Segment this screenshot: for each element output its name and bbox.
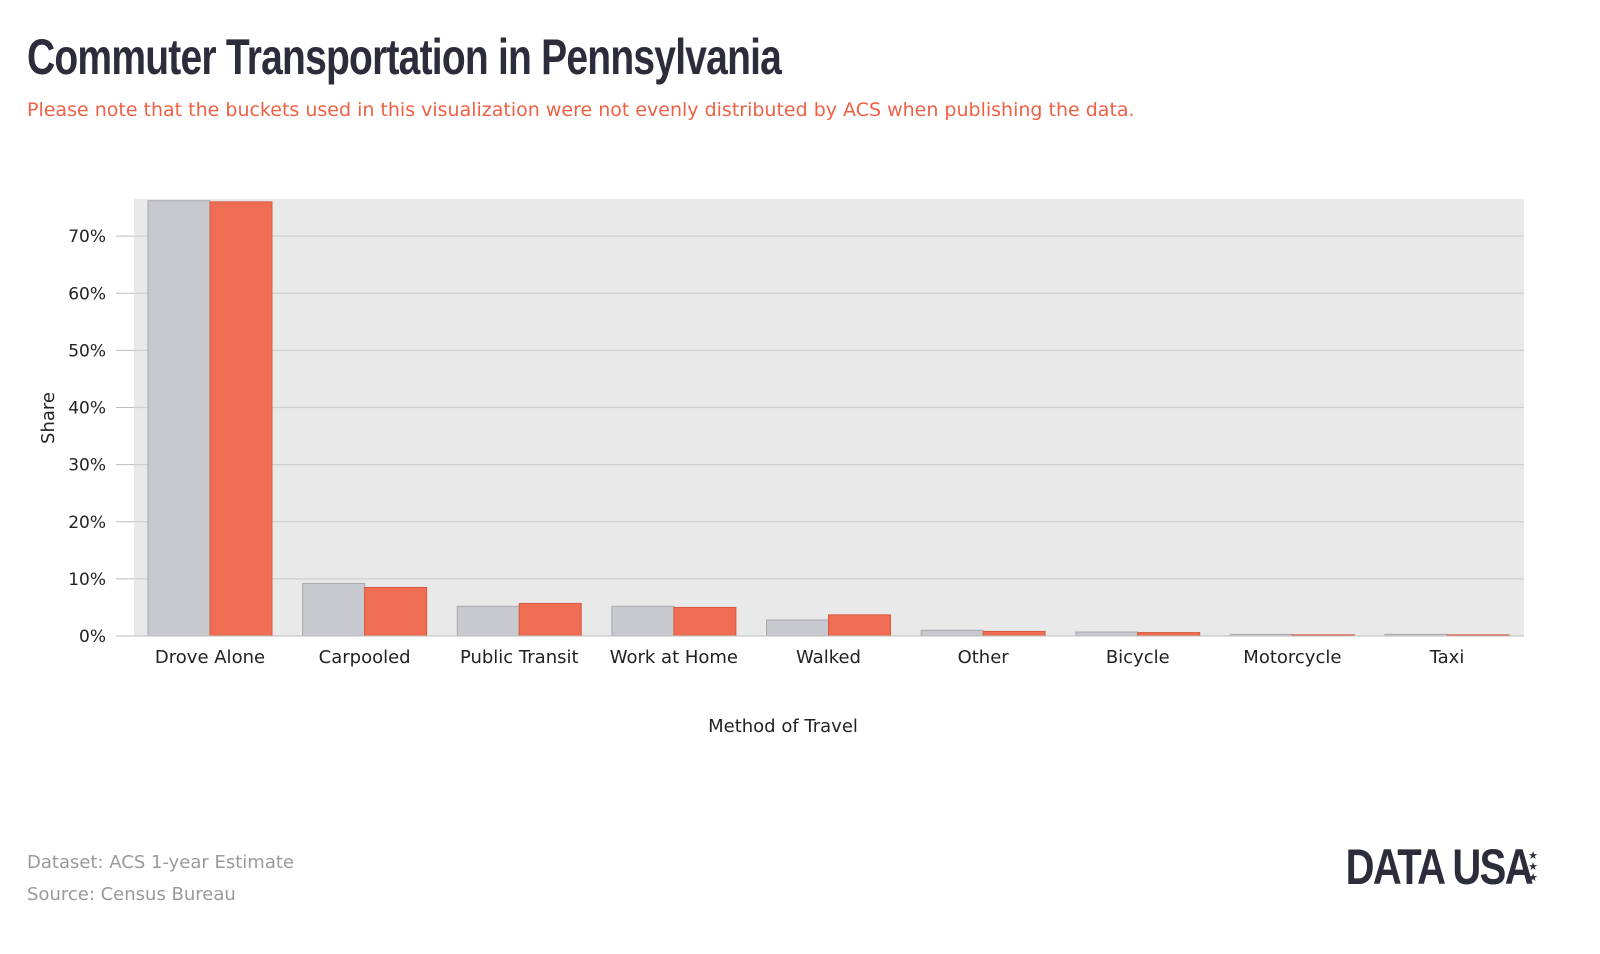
bar-public-transit-series-1[interactable] — [456, 605, 520, 637]
x-tick-label: Carpooled — [319, 647, 411, 668]
x-tick-label: Walked — [796, 647, 861, 668]
y-tick-label: 10% — [68, 570, 106, 590]
y-tick-label: 70% — [68, 227, 106, 247]
x-tick-label: Bicycle — [1106, 647, 1170, 668]
x-tick-label: Motorcycle — [1243, 647, 1341, 668]
y-axis-label: Share — [38, 392, 59, 444]
y-axis-ticks: 0% 10% 20% 30% 40% 50% 60% 70% — [68, 227, 134, 647]
dataset-note: Dataset: ACS 1-year Estimate — [27, 852, 295, 873]
x-tick-label: Public Transit — [460, 647, 579, 668]
datausa-logo[interactable]: DATA USA ★ ★ ★ — [1299, 838, 1538, 896]
x-tick-label: Drove Alone — [155, 647, 265, 668]
bar-chart: 0% 10% 20% 30% 40% 50% 60% 70% Drove Alone Carpo… — [38, 199, 1524, 737]
x-tick-label: Work at Home — [610, 647, 738, 668]
chart-subtitle: Please note that the buckets used in thi… — [27, 99, 1135, 121]
grid-lines — [134, 235, 1524, 580]
bar-walked-series-1[interactable] — [766, 619, 829, 637]
bar-drove-alone-series-2[interactable] — [209, 201, 273, 637]
bar-work-at-home-series-1[interactable] — [611, 605, 675, 637]
bars — [147, 200, 1510, 637]
x-axis-ticks: Drove Alone Carpooled Public Transit Work a… — [155, 647, 1464, 668]
x-tick-label: Taxi — [1429, 647, 1465, 668]
logo-stars-icon: ★ ★ ★ — [1528, 849, 1538, 884]
source-note: Source: Census Bureau — [27, 884, 236, 905]
plot-background — [134, 199, 1524, 636]
bar-bicycle-series-1[interactable] — [1075, 631, 1139, 637]
logo-text: DATA USA — [1345, 839, 1534, 895]
bar-carpooled-series-2[interactable] — [364, 586, 428, 637]
footer: Dataset: ACS 1-year Estimate Source: Cen… — [27, 847, 294, 911]
x-axis-label: Method of Travel — [708, 716, 858, 737]
y-tick-label: 30% — [68, 456, 106, 476]
bar-work-at-home-series-2[interactable] — [673, 606, 737, 637]
bar-walked-series-2[interactable] — [828, 614, 891, 637]
x-tick-label: Other — [958, 647, 1010, 668]
bar-public-transit-series-2[interactable] — [518, 602, 582, 637]
chart-title: Commuter Transportation in Pennsylvania — [27, 29, 782, 85]
bar-other-series-1[interactable] — [920, 629, 984, 637]
bar-other-series-2[interactable] — [982, 630, 1046, 637]
y-tick-label: 50% — [68, 341, 106, 361]
y-tick-label: 0% — [79, 627, 106, 647]
bar-carpooled-series-1[interactable] — [302, 582, 366, 637]
y-tick-label: 60% — [68, 284, 106, 304]
bar-drove-alone-series-1[interactable] — [147, 200, 211, 637]
bar-bicycle-series-2[interactable] — [1137, 632, 1201, 637]
y-tick-label: 20% — [68, 513, 106, 533]
y-tick-label: 40% — [68, 399, 106, 419]
